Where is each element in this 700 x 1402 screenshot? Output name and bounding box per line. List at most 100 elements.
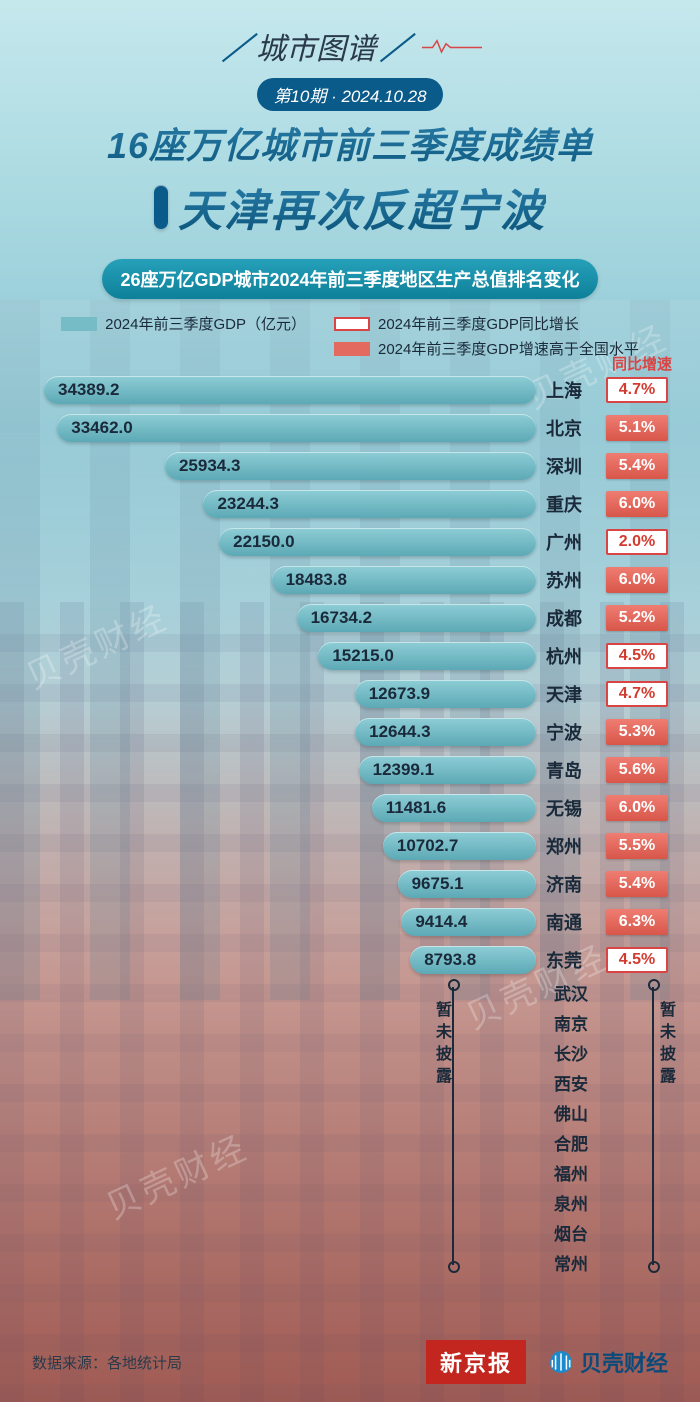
chart-row: 25934.3深圳5.4% — [32, 449, 668, 483]
growth-badge: 5.1% — [606, 415, 668, 441]
bar-cell: 8793.8 — [32, 946, 536, 974]
growth-badge: 5.5% — [606, 833, 668, 859]
gdp-bar: 12399.1 — [359, 756, 536, 784]
chart-row: 33462.0 北京 5.1% — [32, 411, 668, 445]
bar-cell: 11481.6 — [32, 794, 536, 822]
pending-city: 泉州 — [554, 1191, 588, 1219]
gdp-bar: 12673.9 — [355, 680, 536, 708]
legend-item-growth-fill: 2024年前三季度GDP增速高于全国水平 — [334, 338, 639, 359]
city-label: 青岛 — [546, 757, 596, 783]
growth-badge: 5.4% — [606, 453, 668, 479]
chart-row: 15215.0 杭州 4.5% — [32, 639, 668, 673]
city-label: 南通 — [546, 909, 596, 935]
pending-city: 常州 — [554, 1251, 588, 1279]
data-source: 数据来源：各地统计局 — [32, 1352, 182, 1373]
legend: 2024年前三季度GDP（亿元） 2024年前三季度GDP同比增长 2024年前… — [32, 313, 668, 359]
legend-item-bar: 2024年前三季度GDP（亿元） — [61, 313, 306, 334]
gdp-bar: 25934.3 — [165, 452, 536, 480]
chart-row: 18483.8苏州6.0% — [32, 563, 668, 597]
logo-beike-text: 贝壳财经 — [580, 1346, 668, 1378]
bar-cell: 15215.0 — [32, 642, 536, 670]
subtitle-pill: 26座万亿GDP城市2024年前三季度地区生产总值排名变化 — [102, 259, 597, 299]
city-label: 重庆 — [546, 491, 596, 517]
bar-cell: 12644.3 — [32, 718, 536, 746]
issue-date: 2024.10.28 — [341, 87, 426, 106]
gdp-bar-chart: 同比增速 34389.2上海4.7%33462.0北京5.1%25934.3深圳… — [32, 373, 668, 1279]
chart-row: 12644.3 宁波 5.3% — [32, 715, 668, 749]
gdp-bar: 22150.0 — [219, 528, 536, 556]
city-label: 东莞 — [546, 947, 596, 973]
footer: 数据来源：各地统计局 新京报 贝壳财经 — [32, 1340, 668, 1384]
city-label: 成都 — [546, 605, 596, 631]
pending-city: 西安 — [554, 1071, 588, 1099]
issue-pill: 第10期 · 2024.10.28 — [257, 78, 442, 111]
growth-badge: 5.3% — [606, 719, 668, 745]
legend-bar-label: 2024年前三季度GDP（亿元） — [105, 313, 306, 334]
series-name: 城市图谱 — [256, 24, 376, 68]
pending-city: 武汉 — [554, 981, 588, 1009]
chart-row: 23244.3 重庆 6.0% — [32, 487, 668, 521]
bar-cell: 25934.3 — [32, 452, 536, 480]
series-title: ／ 城市图谱 ／ — [218, 24, 482, 68]
chart-row: 11481.6 无锡 6.0% — [32, 791, 668, 825]
growth-badge: 4.7% — [606, 681, 668, 707]
chart-row: 34389.2 上海 4.7% — [32, 373, 668, 407]
gdp-bar: 23244.3 — [203, 490, 536, 518]
city-label: 杭州 — [546, 643, 596, 669]
gdp-bar: 12644.3 — [355, 718, 536, 746]
growth-badge: 5.2% — [606, 605, 668, 631]
pending-city: 合肥 — [554, 1131, 588, 1159]
title-line-2: 天津再次反超宁波 — [178, 175, 546, 239]
legend-fill-label: 2024年前三季度GDP增速高于全国水平 — [378, 338, 639, 359]
logo-beike: 贝壳财经 — [548, 1346, 668, 1378]
gdp-bar: 34389.2 — [44, 376, 536, 404]
pending-city: 佛山 — [554, 1101, 588, 1129]
city-label: 无锡 — [546, 795, 596, 821]
bar-cell: 12673.9 — [32, 680, 536, 708]
pending-city: 烟台 — [554, 1221, 588, 1249]
title-line-1: 16座万亿城市前三季度成绩单 — [32, 117, 668, 169]
gdp-bar: 10702.7 — [383, 832, 536, 860]
bar-cell: 22150.0 — [32, 528, 536, 556]
bar-cell: 23244.3 — [32, 490, 536, 518]
bar-cell: 16734.2 — [32, 604, 536, 632]
bar-cell: 10702.7 — [32, 832, 536, 860]
swatch-outline-icon — [334, 317, 370, 331]
chart-row: 10702.7郑州5.5% — [32, 829, 668, 863]
growth-badge: 4.5% — [606, 643, 668, 669]
gdp-bar: 18483.8 — [272, 566, 536, 594]
swatch-bar-icon — [61, 317, 97, 331]
chart-row: 12399.1 青岛 5.6% — [32, 753, 668, 787]
city-label: 宁波 — [546, 719, 596, 745]
pending-cities-block: 暂未披露 暂未披露 武汉南京长沙西安佛山合肥福州泉州烟台常州 — [32, 981, 668, 1279]
growth-badge: 5.4% — [606, 871, 668, 897]
growth-badge: 6.3% — [606, 909, 668, 935]
growth-badge: 4.7% — [606, 377, 668, 403]
heartbeat-icon — [422, 29, 482, 63]
brand-logos: 新京报 贝壳财经 — [426, 1340, 668, 1384]
shell-icon — [548, 1349, 574, 1375]
bar-cell: 12399.1 — [32, 756, 536, 784]
growth-badge: 2.0% — [606, 529, 668, 555]
city-label: 广州 — [546, 529, 596, 555]
city-label: 济南 — [546, 871, 596, 897]
gdp-bar: 9675.1 — [398, 870, 536, 898]
chart-row: 9675.1 济南 5.4% — [32, 867, 668, 901]
growth-badge: 6.0% — [606, 491, 668, 517]
gdp-bar: 15215.0 — [318, 642, 536, 670]
city-label: 上海 — [546, 377, 596, 403]
chart-row: 9414.4南通6.3% — [32, 905, 668, 939]
city-label: 北京 — [546, 415, 596, 441]
bar-cell: 18483.8 — [32, 566, 536, 594]
header: ／ 城市图谱 ／ 第10期 · 2024.10.28 16座万亿城市前三季度成绩… — [32, 24, 668, 299]
city-label: 天津 — [546, 681, 596, 707]
growth-badge: 6.0% — [606, 795, 668, 821]
bar-cell: 34389.2 — [32, 376, 536, 404]
growth-badge: 4.5% — [606, 947, 668, 973]
swatch-fill-icon — [334, 342, 370, 356]
gdp-bar: 33462.0 — [57, 414, 536, 442]
gdp-bar: 16734.2 — [297, 604, 536, 632]
legend-item-growth-outline: 2024年前三季度GDP同比增长 — [334, 313, 639, 334]
chart-row: 12673.9 天津 4.7% — [32, 677, 668, 711]
growth-badge: 5.6% — [606, 757, 668, 783]
